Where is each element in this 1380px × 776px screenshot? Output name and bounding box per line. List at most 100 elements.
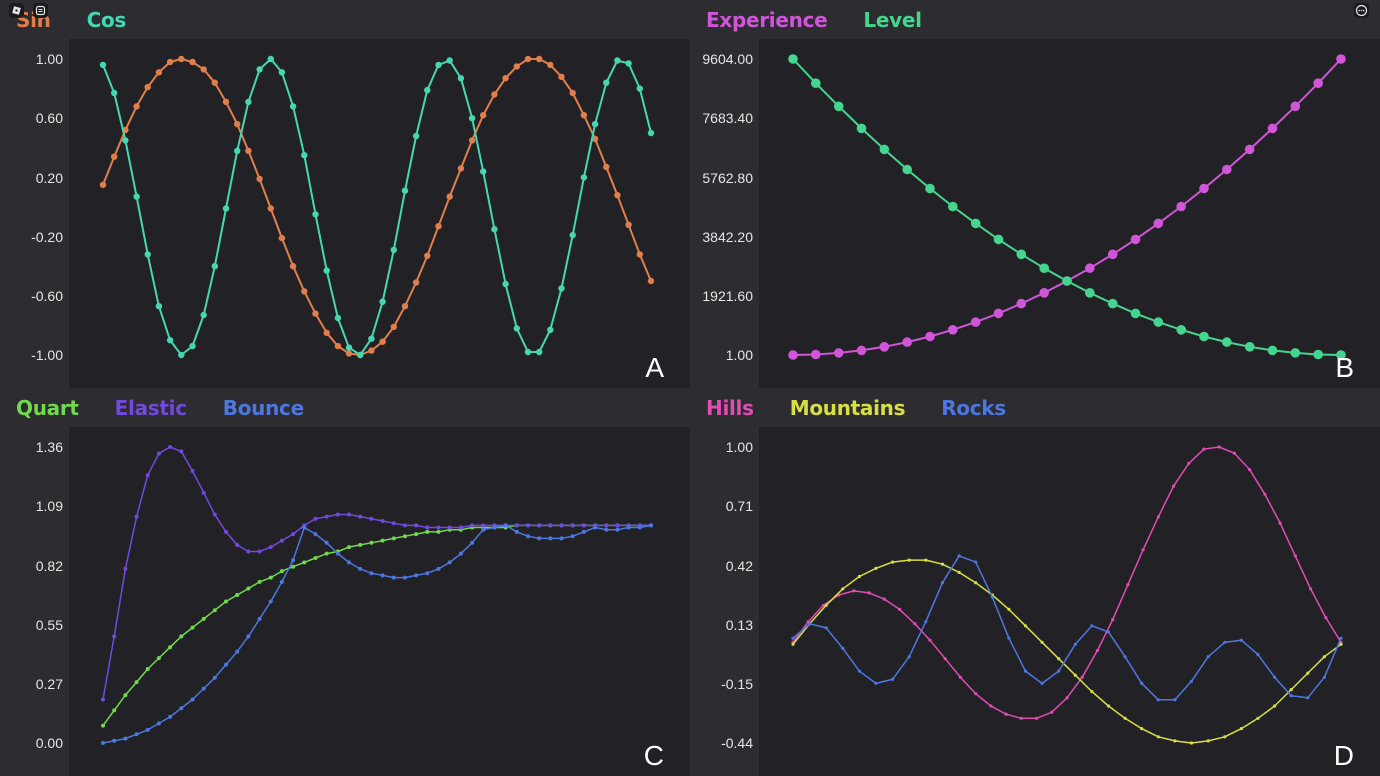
data-point: [558, 73, 565, 80]
data-point: [1130, 308, 1141, 319]
data-point: [974, 581, 978, 585]
data-point: [111, 89, 118, 97]
chart-legend: Quart Elastic Bounce: [0, 388, 690, 427]
data-point: [168, 645, 173, 650]
data-point: [436, 566, 441, 571]
data-point: [435, 223, 442, 230]
data-point: [1293, 554, 1297, 558]
data-point: [492, 525, 497, 530]
data-point: [957, 554, 961, 558]
data-point: [256, 66, 263, 73]
data-point: [246, 586, 251, 591]
data-point: [222, 205, 230, 212]
y-tick: 1.09: [35, 498, 63, 514]
data-point: [257, 579, 262, 584]
data-point: [1248, 468, 1252, 472]
data-point: [513, 325, 520, 332]
data-point: [1273, 675, 1277, 679]
data-point: [99, 61, 107, 69]
data-point: [401, 187, 409, 194]
data-point: [278, 234, 286, 242]
chart-panel-d: Hills Mountains Rocks 1.00 0.71 0.42 0.1…: [690, 388, 1380, 776]
data-point: [879, 144, 890, 155]
data-point: [112, 738, 117, 743]
series-line-cos: [102, 58, 652, 356]
data-point: [224, 662, 228, 667]
y-tick: 1.00: [725, 347, 753, 363]
data-point: [928, 638, 932, 642]
data-point: [1095, 648, 1099, 653]
y-tick: 3842.20: [702, 229, 753, 245]
data-point: [257, 616, 262, 621]
y-tick: -1.00: [31, 347, 63, 363]
data-point: [235, 593, 240, 597]
data-point: [940, 562, 945, 566]
y-tick: 0.60: [35, 110, 63, 126]
data-point: [625, 221, 632, 228]
data-point: [791, 642, 795, 646]
y-tick: -0.20: [31, 229, 63, 245]
data-point: [268, 599, 273, 604]
data-point: [791, 636, 795, 640]
data-point: [334, 314, 342, 322]
y-tick: 0.00: [35, 735, 63, 751]
y-tick: -0.60: [31, 288, 63, 304]
data-point: [403, 534, 407, 539]
data-point: [1090, 624, 1094, 628]
data-point: [403, 575, 407, 580]
data-point: [852, 589, 856, 593]
legend-item-level: Level: [863, 7, 922, 32]
data-point: [547, 326, 554, 333]
data-point: [335, 551, 340, 556]
data-point: [313, 532, 318, 537]
data-point: [111, 153, 118, 160]
data-point: [593, 525, 598, 530]
series-line-rocks: [792, 555, 1342, 701]
data-point: [189, 342, 196, 350]
series-line-elastic: [102, 446, 651, 700]
legend-item-experience: Experience: [706, 7, 828, 32]
data-point: [503, 523, 508, 528]
data-point: [1007, 607, 1011, 611]
roblox-menu-icon[interactable]: [9, 3, 24, 18]
data-point: [302, 525, 307, 530]
data-point: [212, 608, 217, 613]
data-point: [626, 525, 631, 530]
data-point: [1256, 653, 1260, 657]
data-point: [323, 267, 330, 274]
data-point: [857, 669, 861, 673]
data-point: [569, 231, 576, 239]
more-options-icon[interactable]: [1354, 3, 1369, 18]
data-point: [1141, 548, 1145, 552]
data-point: [178, 351, 185, 359]
data-point: [524, 55, 532, 63]
data-point: [468, 137, 476, 144]
data-point: [1336, 350, 1346, 360]
data-point: [201, 490, 206, 495]
data-point: [99, 181, 107, 188]
data-point: [457, 165, 465, 172]
plot-area: C: [69, 427, 690, 776]
data-point: [345, 350, 353, 357]
data-point: [808, 622, 812, 626]
data-point: [558, 285, 565, 292]
data-point: [235, 542, 240, 547]
chat-icon[interactable]: [33, 3, 48, 18]
data-point: [212, 512, 217, 517]
data-point: [1223, 640, 1227, 644]
legend-item-hills: Hills: [706, 395, 754, 420]
data-point: [424, 86, 431, 94]
y-axis: 1.36 1.09 0.82 0.55 0.27 0.00: [0, 427, 69, 776]
data-point: [867, 591, 871, 595]
data-point: [1040, 681, 1044, 685]
chart-letter-label: A: [645, 352, 664, 383]
data-point: [245, 147, 252, 154]
data-point: [166, 58, 174, 66]
data-point: [604, 527, 609, 532]
y-tick: -0.44: [721, 735, 753, 751]
y-tick: 0.27: [35, 676, 63, 692]
data-point: [524, 348, 532, 356]
data-point: [990, 595, 994, 599]
data-point: [1073, 673, 1077, 677]
data-point: [615, 527, 620, 532]
